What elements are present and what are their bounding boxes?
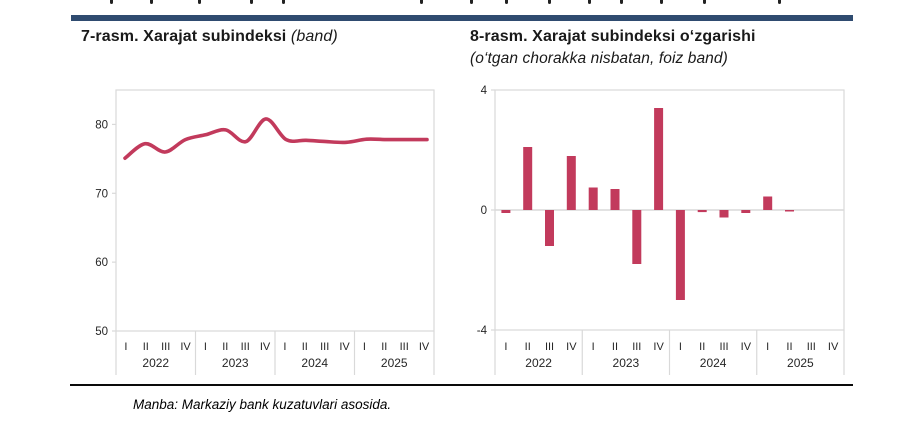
quarter-label: II xyxy=(302,341,308,353)
quarter-label: III xyxy=(320,341,329,353)
quarter-label: II xyxy=(222,341,228,353)
bottom-divider-line xyxy=(70,384,853,386)
quarter-label: III xyxy=(632,341,641,353)
cropped-letter-descender xyxy=(703,0,706,4)
bar xyxy=(785,210,794,212)
quarter-label: I xyxy=(283,341,286,353)
right-chart-title-line2: (o‘tgan chorakka nisbatan, foiz band) xyxy=(470,50,728,67)
left-chart-title-main: 7-rasm. Xarajat subindeksi xyxy=(81,28,287,45)
quarter-label: II xyxy=(786,341,792,353)
year-label: 2023 xyxy=(613,356,640,370)
quarter-label: I xyxy=(124,341,127,353)
bar xyxy=(501,210,511,213)
cropped-letter-descender xyxy=(660,0,663,4)
bar xyxy=(610,189,620,210)
quarter-label: III xyxy=(807,341,816,353)
quarter-label: IV xyxy=(180,341,191,353)
y-tick-label: 4 xyxy=(481,85,488,97)
y-tick-label: -4 xyxy=(477,325,488,337)
bar xyxy=(523,147,533,210)
quarter-label: I xyxy=(504,341,507,353)
bar xyxy=(632,210,642,264)
y-tick-label: 50 xyxy=(95,326,108,338)
cropped-letter-descender xyxy=(548,0,551,4)
cropped-letter-descender xyxy=(420,0,423,4)
quarter-label: I xyxy=(679,341,682,353)
quarter-label: IV xyxy=(741,341,752,353)
cropped-letter-descender xyxy=(505,0,508,4)
bar xyxy=(588,187,598,210)
bar xyxy=(763,196,773,210)
cropped-letter-descender xyxy=(282,0,285,4)
quarter-label: I xyxy=(204,341,207,353)
year-label: 2024 xyxy=(700,356,727,370)
quarter-label: II xyxy=(381,341,387,353)
quarter-label: III xyxy=(241,341,250,353)
quarter-label: I xyxy=(766,341,769,353)
cropped-letter-descender xyxy=(470,0,473,4)
source-note: Manba: Markaziy bank kuzatuvlari asosida… xyxy=(133,397,392,412)
quarter-label: II xyxy=(143,341,149,353)
bar xyxy=(741,210,751,213)
cropped-letter-descender xyxy=(198,0,201,4)
bar xyxy=(545,210,554,246)
bar xyxy=(697,210,707,213)
quarter-label: I xyxy=(592,341,595,353)
quarter-label: II xyxy=(525,341,531,353)
quarter-label: III xyxy=(161,341,170,353)
y-tick-label: 0 xyxy=(481,205,487,217)
quarter-label: IV xyxy=(566,341,577,353)
top-navy-bar xyxy=(71,15,853,21)
left-chart-title-note: (band) xyxy=(290,28,338,45)
year-label: 2025 xyxy=(787,356,814,370)
quarter-label: I xyxy=(363,341,366,353)
bar xyxy=(719,210,729,218)
quarter-label: IV xyxy=(828,341,839,353)
cropped-letter-descender xyxy=(110,0,113,4)
bar xyxy=(654,108,664,210)
cropped-letter-descender xyxy=(778,0,781,4)
left-chart-title: 7-rasm. Xarajat subindeksi (band) xyxy=(81,28,338,46)
cropped-letter-descender xyxy=(150,0,153,4)
y-tick-label: 70 xyxy=(95,188,108,200)
quarter-label: IV xyxy=(339,341,350,353)
right-chart-title-line1: 8-rasm. Xarajat subindeksi o‘zgarishi xyxy=(470,28,756,45)
cropped-letter-descender xyxy=(588,0,591,4)
y-tick-label: 80 xyxy=(95,119,108,131)
quarter-label: II xyxy=(612,341,618,353)
year-label: 2023 xyxy=(222,356,249,370)
quarter-label: II xyxy=(699,341,705,353)
bar xyxy=(675,210,685,300)
line-series-path xyxy=(123,117,429,160)
cropped-letter-descender xyxy=(620,0,623,4)
quarter-label: III xyxy=(719,341,728,353)
cropped-letter-descender xyxy=(250,0,253,4)
quarter-label: IV xyxy=(653,341,664,353)
year-label: 2022 xyxy=(525,356,552,370)
bar xyxy=(566,156,576,210)
year-label: 2024 xyxy=(301,356,328,370)
quarter-label: III xyxy=(400,341,409,353)
year-label: 2025 xyxy=(381,356,408,370)
y-tick-label: 60 xyxy=(95,257,108,269)
quarter-label: IV xyxy=(260,341,271,353)
quarter-label: III xyxy=(545,341,554,353)
year-label: 2022 xyxy=(142,356,169,370)
quarter-label: IV xyxy=(419,341,430,353)
